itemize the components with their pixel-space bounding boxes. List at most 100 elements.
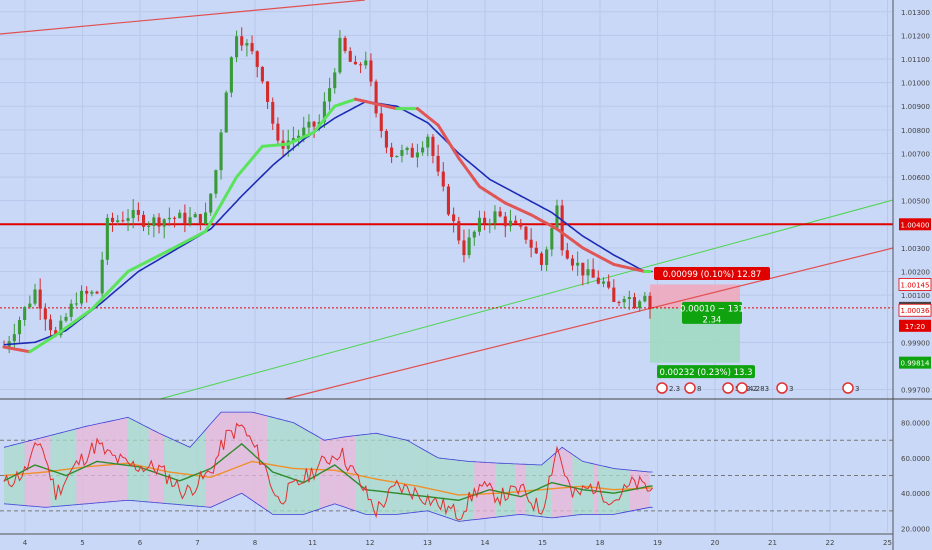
candle-body (79, 290, 84, 304)
candle-body (204, 212, 208, 224)
candle-body (586, 269, 590, 276)
candle-body (95, 291, 99, 294)
candle-body (260, 66, 264, 82)
candle-body (348, 51, 352, 62)
band-fill-segment (458, 460, 464, 522)
candle-body (524, 226, 528, 240)
grid (0, 0, 893, 532)
band-fill-segment (298, 425, 304, 515)
candle-body (121, 220, 125, 222)
candle-body (183, 212, 187, 224)
band-fill-segment (453, 459, 459, 522)
entry-label[interactable] (682, 301, 742, 324)
position-tool[interactable]: 0.00099 (0.10%) 12.87 0.00010 ~ 131 2.34… (654, 266, 770, 379)
band-fill-segment (60, 431, 67, 506)
time-tick-label: 14 (481, 539, 490, 547)
band-fill-segment (350, 435, 356, 511)
price-label-text: 1.00400 (901, 221, 930, 229)
fast-moving-average-segment (214, 202, 223, 215)
band-fill-segment (355, 434, 361, 513)
price-label-box (898, 303, 932, 317)
band-fill-segment (438, 457, 444, 517)
time-tick-label: 11 (308, 539, 317, 547)
price-tick-label: 0.99900 (901, 339, 930, 347)
rsi-pane[interactable] (0, 411, 893, 522)
band-fill-segment (153, 430, 160, 503)
candle-body (441, 171, 445, 187)
candle-body (539, 253, 544, 265)
band-fill-segment (195, 435, 201, 507)
candle-body (152, 217, 156, 226)
price-tick-label: 1.00100 (901, 292, 930, 300)
price-tick-label: 1.00300 (901, 245, 930, 253)
candle-body (545, 249, 549, 265)
candle-body (136, 209, 140, 215)
time-tick-label: 22 (826, 539, 835, 547)
candle-body (395, 155, 399, 157)
candle-body (209, 193, 213, 213)
rsi-tick-label: 80.0000 (901, 420, 930, 428)
candle-body (235, 36, 239, 58)
price-axis[interactable]: 1.01300 1.01200 1.01100 1.01000 1.00900 1.008… (892, 0, 930, 550)
price-tick-label: 1.00800 (901, 127, 930, 135)
event-marker-icon[interactable] (656, 382, 668, 394)
candles (2, 27, 652, 354)
band-fill-segment (381, 434, 387, 515)
event-marker-icon[interactable] (736, 382, 748, 394)
stop-loss-label[interactable] (654, 266, 770, 280)
band-fill-segment (308, 431, 315, 513)
event-marker-icon[interactable] (684, 382, 696, 394)
band-fill-segment (329, 438, 335, 506)
candle-body (188, 217, 192, 224)
take-profit-label[interactable] (657, 365, 755, 379)
band-fill-segment (200, 429, 206, 507)
time-tick-label: 19 (653, 539, 662, 547)
candle-body (162, 219, 166, 227)
candle-body (627, 297, 631, 300)
candle-body (23, 307, 27, 320)
channel-lower-line[interactable] (284, 247, 894, 400)
band-fill-segment (334, 437, 340, 506)
time-axis[interactable]: 4 5 6 7 8 11 12 13 14 15 18 19 20 21 22 25 (0, 533, 893, 547)
candle-body (410, 147, 414, 158)
take-profit-label-text: 0.00232 (0.23%) 13.3 (659, 368, 752, 378)
candle-body (436, 155, 440, 172)
price-tick-label: 1.00700 (901, 150, 930, 158)
band-fill-segment (469, 461, 475, 521)
candle-body (219, 132, 223, 171)
fast-moving-average-segment (436, 123, 445, 135)
band-fill-segment (463, 460, 470, 521)
price-label-text: 1.00145 (901, 281, 930, 289)
event-marker-icon[interactable] (842, 382, 854, 394)
event-marker-icon[interactable] (722, 382, 734, 394)
band-fill-segment (556, 447, 563, 518)
channel-upper-line[interactable] (0, 0, 366, 35)
event-marker-label: 2.3 (669, 385, 680, 393)
candle-body (353, 61, 357, 65)
price-label-box (899, 319, 931, 332)
band-fill-segment (210, 417, 216, 508)
event-marker-label: 4 283 (749, 385, 769, 393)
band-fill-segment (603, 466, 609, 515)
band-fill-segment (370, 433, 377, 515)
candle-body (312, 121, 316, 127)
candle-body (576, 262, 580, 266)
candle-body (85, 290, 89, 294)
candle-body (167, 217, 171, 220)
candle-body (266, 81, 270, 102)
price-label-box (899, 356, 931, 369)
candle-body (483, 217, 487, 224)
band-fill-segment (474, 461, 480, 520)
event-marker-icon[interactable] (776, 382, 788, 394)
candle-body (333, 72, 337, 89)
band-fill-segment (231, 412, 237, 498)
candle-body (591, 269, 595, 278)
band-fill-segment (587, 462, 594, 515)
green-trend-line[interactable] (159, 199, 894, 400)
candle-body (250, 43, 254, 52)
candle-body (141, 214, 146, 227)
candle-body (178, 212, 182, 219)
band-fill-segment (159, 433, 165, 504)
